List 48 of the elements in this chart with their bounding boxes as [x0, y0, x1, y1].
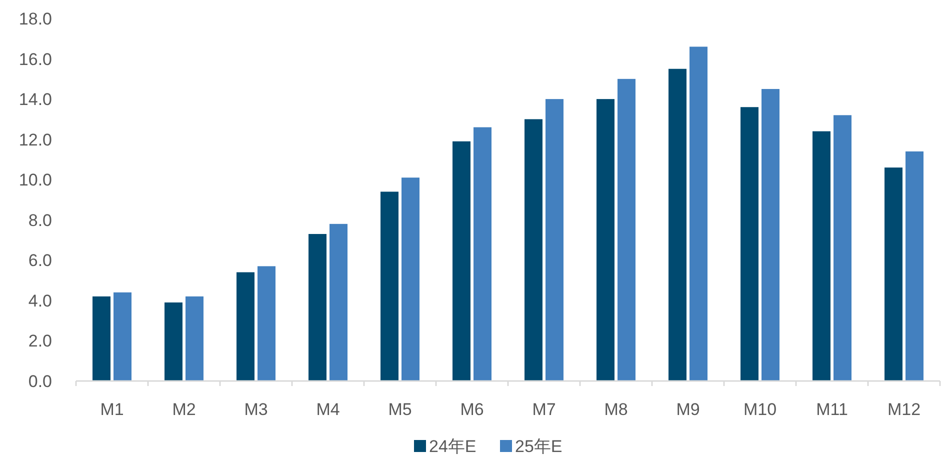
- x-tick-label: M4: [316, 400, 340, 419]
- x-tick-label: M10: [743, 400, 777, 419]
- x-tick-label: M9: [676, 400, 700, 419]
- bar: [164, 302, 182, 381]
- bar: [690, 46, 708, 381]
- bar: [114, 292, 132, 381]
- bar: [474, 127, 492, 381]
- x-tick-label: M6: [460, 400, 484, 419]
- y-tick-label: 8.0: [28, 210, 52, 230]
- y-tick-label: 0.0: [28, 372, 52, 391]
- y-tick-label: 18.0: [18, 10, 52, 28]
- bar: [308, 234, 326, 381]
- y-tick-label: 6.0: [28, 251, 52, 270]
- bar: [402, 178, 420, 381]
- bar: [258, 266, 276, 381]
- x-tick-label: M1: [100, 400, 124, 419]
- bar: [236, 272, 254, 381]
- x-tick-label: M2: [172, 400, 196, 419]
- y-tick-label: 16.0: [18, 50, 52, 69]
- bar: [740, 107, 758, 381]
- x-tick-label: M3: [244, 400, 268, 419]
- bar: [596, 99, 614, 381]
- bar: [546, 99, 564, 381]
- bar: [186, 296, 204, 381]
- x-tick-label: M12: [887, 400, 921, 419]
- legend-label: 24年E: [429, 437, 476, 456]
- y-tick-label: 14.0: [18, 90, 52, 110]
- x-tick-label: M5: [388, 400, 412, 419]
- legend-label: 25年E: [515, 437, 562, 456]
- y-tick-label: 4.0: [28, 291, 52, 310]
- bar: [92, 296, 110, 381]
- bar: [884, 168, 902, 381]
- bar: [380, 192, 398, 381]
- bar: [452, 141, 470, 381]
- bar: [812, 131, 830, 381]
- x-tick-label: M7: [532, 400, 556, 419]
- bar: [330, 224, 348, 381]
- bar: [524, 119, 542, 381]
- y-tick-label: 10.0: [18, 170, 52, 190]
- bar: [618, 78, 636, 381]
- bar: [834, 115, 852, 381]
- y-tick-label: 2.0: [28, 332, 52, 351]
- y-tick-label: 12.0: [18, 130, 52, 150]
- bar: [668, 68, 686, 381]
- x-tick-label: M8: [604, 400, 628, 419]
- x-tick-label: M11: [816, 400, 848, 419]
- bar: [762, 88, 780, 381]
- bar: [906, 151, 924, 381]
